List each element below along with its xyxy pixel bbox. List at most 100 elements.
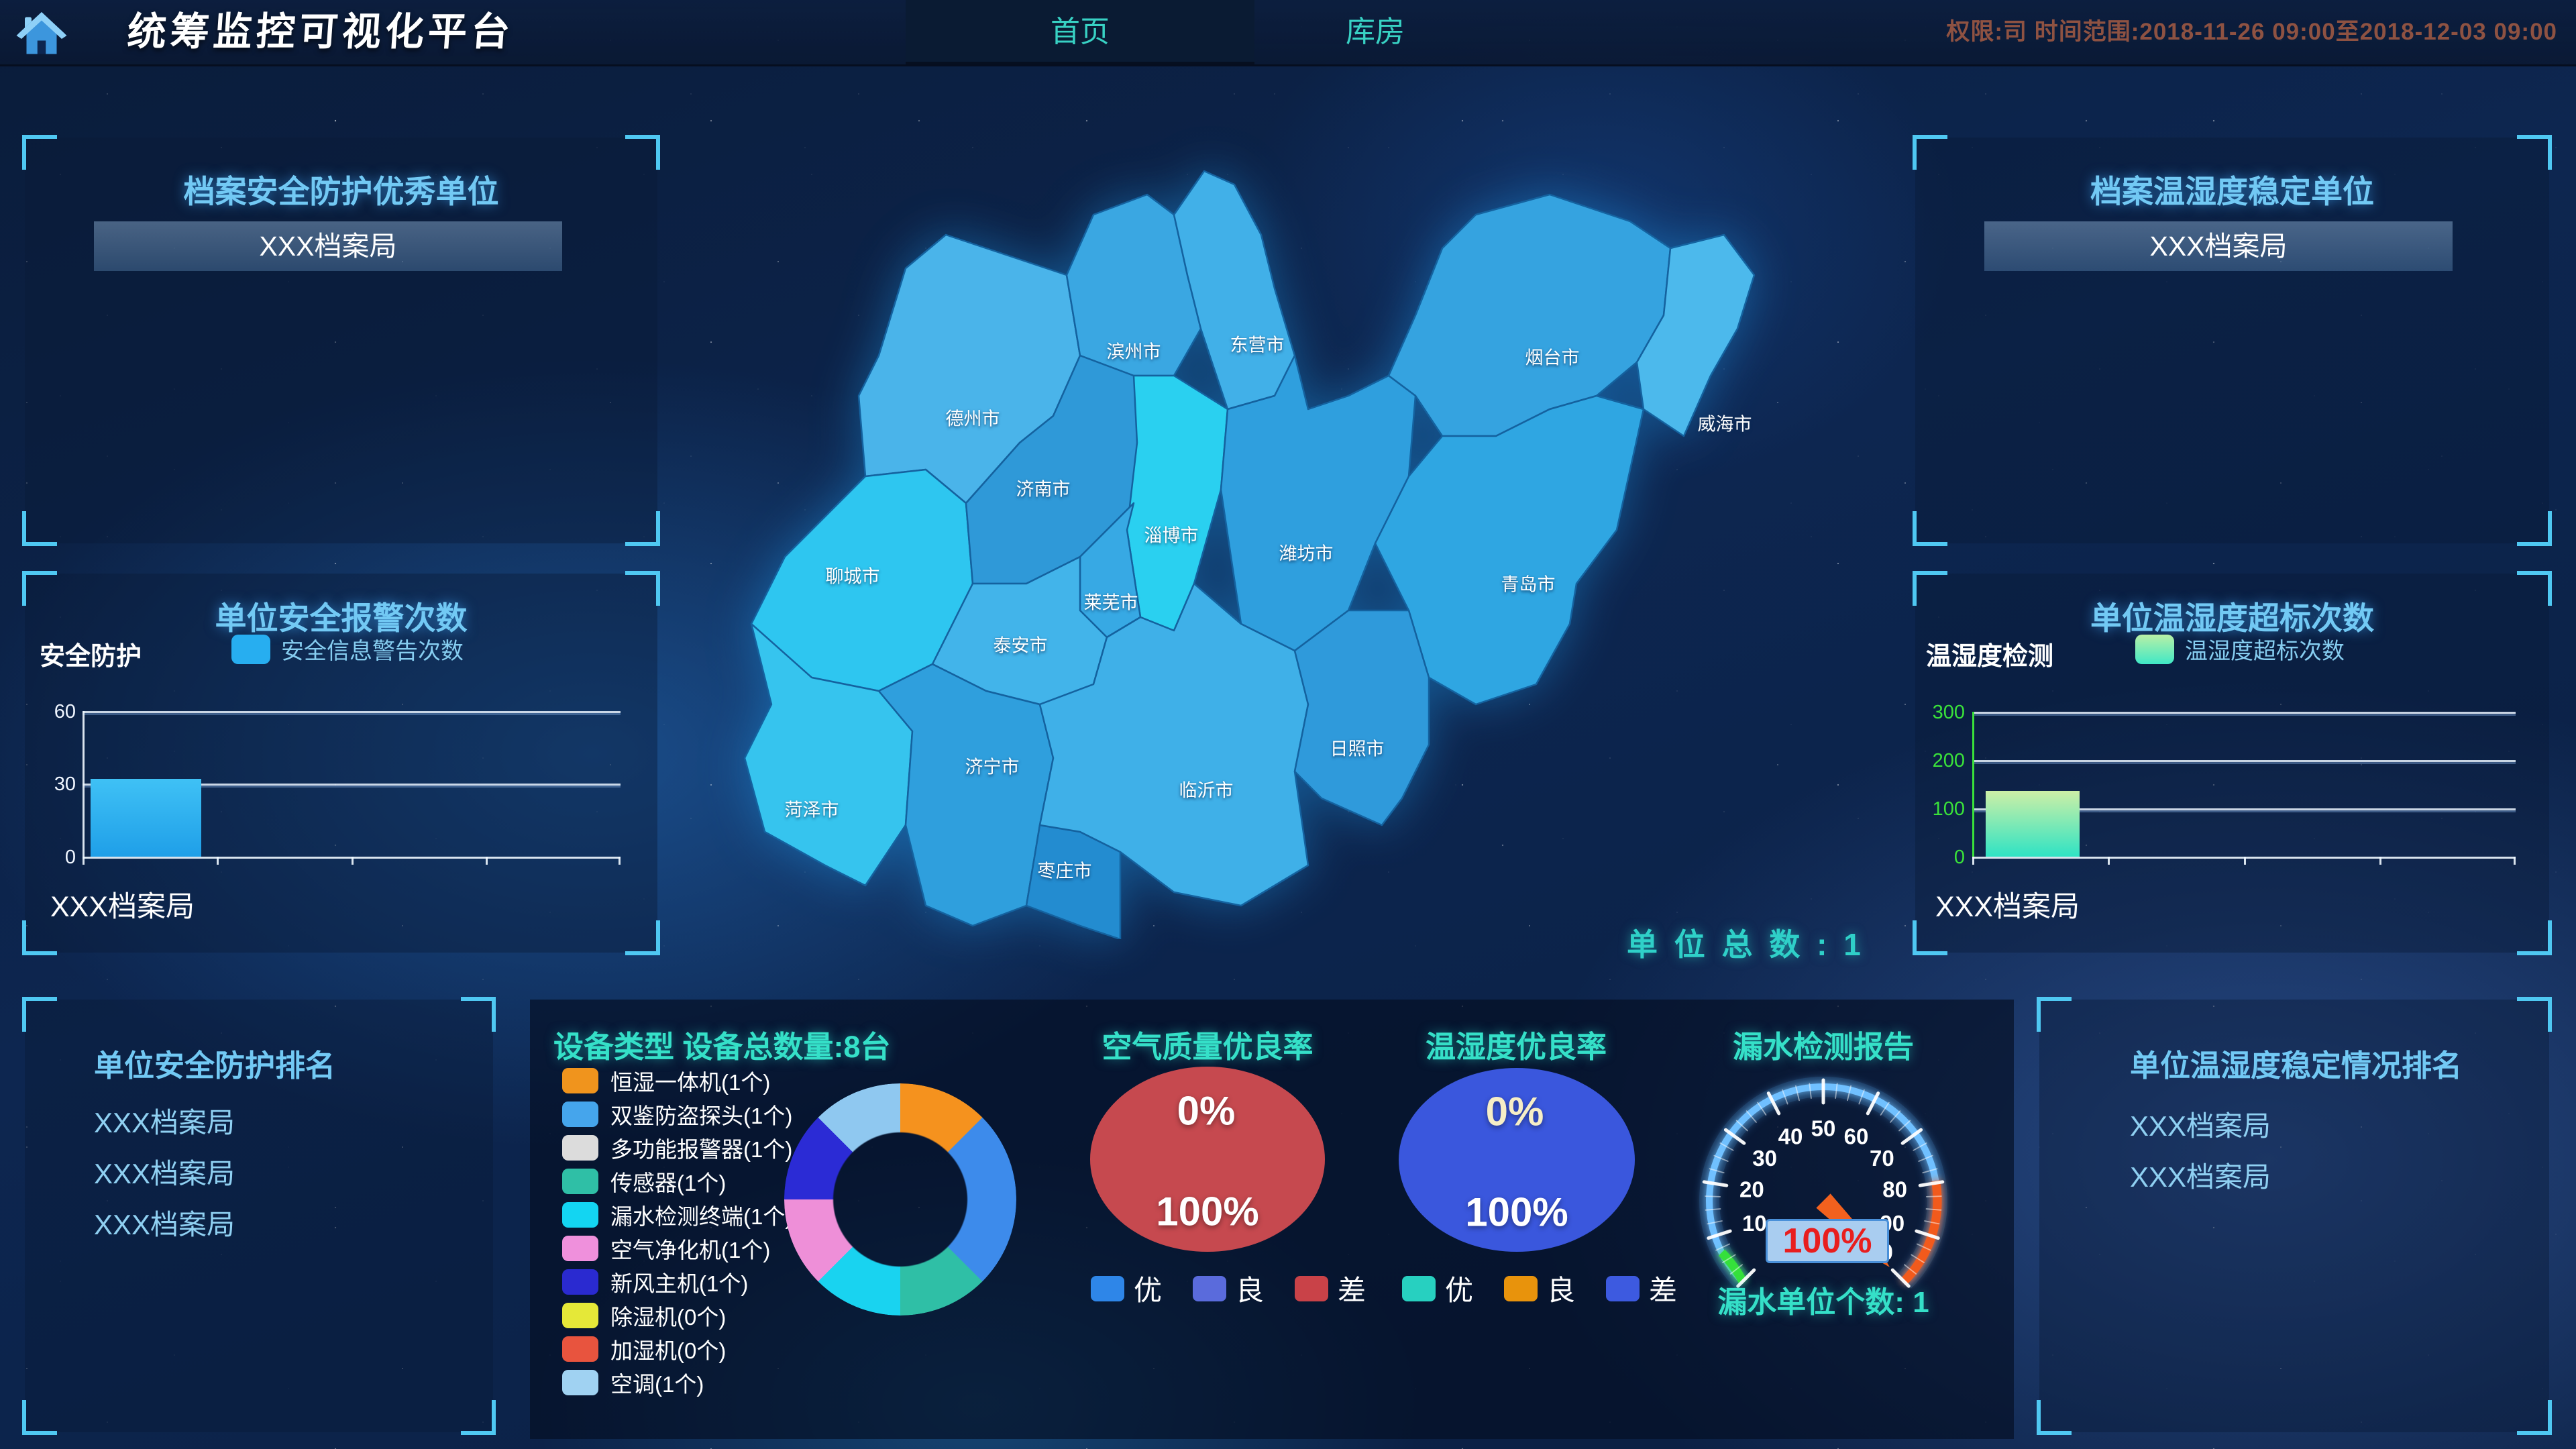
svg-text:80: 80 [1882, 1177, 1907, 1202]
air-section-title: 空气质量优良率 [1102, 1030, 1313, 1064]
ranking-item[interactable]: XXX档案局 [94, 1107, 235, 1138]
bar-humidity-exceed[interactable] [1986, 791, 2080, 857]
panel-title: 档案安全防护优秀单位 [183, 174, 499, 209]
header-bar: 统筹监控可视化平台 首页 库房 权限:司 时间范围:2018-11-26 09:… [0, 0, 2576, 66]
map-region-qingdao [1374, 394, 1645, 706]
device-donut-chart[interactable] [784, 1083, 1016, 1316]
device-legend-item[interactable]: 空调(1个) [562, 1366, 792, 1399]
legend-swatch [1295, 1275, 1329, 1301]
device-legend-item[interactable]: 恒湿一体机(1个) [562, 1064, 792, 1097]
chart-legend[interactable]: 温湿度超标次数 [2135, 633, 2345, 665]
gauge-ticks: 0102030405060708090100 [1702, 1078, 1945, 1288]
ranking-item[interactable]: XXX档案局 [94, 1209, 235, 1240]
gridline [83, 711, 621, 713]
leak-gauge-chart[interactable]: 0102030405060708090100 [1682, 1060, 1964, 1308]
bracket-corner [2517, 997, 2552, 1032]
legend-label: 漏水检测终端(1个) [610, 1204, 793, 1229]
pie-legend-item[interactable]: 优 [1402, 1268, 1473, 1309]
map-region-dongying [1173, 170, 1296, 411]
svg-text:50: 50 [1811, 1116, 1836, 1141]
device-legend-item[interactable]: 漏水检测终端(1个) [562, 1198, 792, 1232]
unit-item[interactable]: XXX档案局 [94, 221, 562, 271]
x-axis-tick [352, 857, 354, 865]
ranking-item[interactable]: XXX档案局 [2130, 1161, 2271, 1193]
legend-swatch [231, 634, 270, 664]
legend-label: 双鉴防盗探头(1个) [610, 1104, 793, 1128]
x-axis-tick [217, 857, 219, 865]
legend-label: 良 [1547, 1275, 1576, 1306]
air-pie-legend: 优 良 差 [1091, 1268, 1397, 1309]
bracket-corner [2517, 920, 2552, 955]
permission-time-range: 权限:司 时间范围:2018-11-26 09:00至2018-12-03 09… [1946, 19, 2557, 45]
bracket-corner [1913, 920, 1947, 955]
device-legend-item[interactable]: 加湿机(0个) [562, 1332, 792, 1366]
y-tick-60: 60 [54, 701, 76, 722]
ranking-item[interactable]: XXX档案局 [2130, 1110, 2271, 1142]
tab-warehouse[interactable]: 库房 [1346, 15, 1405, 48]
bracket-corner [625, 511, 660, 546]
panel-security-ranking: 单位安全防护排名 XXX档案局 XXX档案局 XXX档案局 [22, 997, 496, 1435]
y-tick-100: 100 [1932, 798, 1965, 820]
bottom-stats-panel: 设备类型 设备总数量:8台 恒湿一体机(1个) 双鉴防盗探头(1个) 多功能报警… [530, 1000, 2014, 1439]
category-label: XXX档案局 [1935, 891, 2080, 923]
map-region-jining [877, 663, 1055, 927]
legend-swatch [1606, 1275, 1640, 1301]
device-legend-item[interactable]: 新风主机(1个) [562, 1265, 792, 1299]
legend-swatch [1504, 1275, 1538, 1301]
bracket-corner [1913, 571, 1947, 606]
hum-section-title: 温湿度优良率 [1425, 1030, 1607, 1064]
ranking-list: XXX档案局 XXX档案局 XXX档案局 [94, 1100, 235, 1253]
gridline [83, 784, 621, 786]
gridline [1972, 760, 2516, 762]
air-pie-label-bottom: 100% [1156, 1189, 1259, 1234]
y-axis-line [1972, 712, 1974, 857]
bracket-corner [461, 1400, 496, 1435]
x-axis-tick [486, 857, 488, 865]
y-tick-300: 300 [1932, 702, 1965, 723]
svg-text:70: 70 [1870, 1146, 1894, 1171]
legend-label: 差 [1649, 1275, 1678, 1306]
bracket-corner [2517, 511, 2552, 546]
bracket-corner [1913, 135, 1947, 170]
pie-legend-item[interactable]: 差 [1606, 1268, 1677, 1309]
svg-text:20: 20 [1739, 1177, 1764, 1202]
legend-label: 差 [1338, 1275, 1366, 1306]
pie-legend-item[interactable]: 优 [1091, 1268, 1162, 1309]
legend-label: 良 [1236, 1275, 1265, 1306]
y-tick-0: 0 [1953, 847, 1965, 868]
shandong-province-map[interactable]: 德州市 滨州市 东营市 烟台市 威海市 聊城市 济南市 淄博市 潍坊市 青岛市 莱芜市 泰安市 菏泽市济… [704, 154, 1758, 941]
bracket-corner [2037, 997, 2072, 1032]
legend-label: 空气净化机(1个) [610, 1238, 771, 1263]
x-axis-tick [1972, 857, 1974, 865]
gridline [1972, 712, 2516, 714]
device-legend-item[interactable]: 空气净化机(1个) [562, 1232, 792, 1265]
device-legend-item[interactable]: 多功能报警器(1个) [562, 1131, 792, 1165]
unit-item[interactable]: XXX档案局 [1984, 221, 2453, 271]
legend-label: 传感器(1个) [610, 1171, 727, 1195]
ranking-item[interactable]: XXX档案局 [94, 1158, 235, 1189]
y-tick-30: 30 [54, 773, 76, 795]
device-legend-item[interactable]: 双鉴防盗探头(1个) [562, 1097, 792, 1131]
device-legend-item[interactable]: 除湿机(0个) [562, 1299, 792, 1332]
home-icon[interactable] [15, 5, 68, 59]
bracket-corner [625, 571, 660, 606]
map-regions [743, 170, 1756, 941]
total-units-label: 单 位 总 数 : 1 [1627, 927, 1865, 962]
x-axis-tick [2514, 857, 2516, 865]
legend-label: 安全信息警告次数 [281, 639, 464, 664]
tab-home[interactable]: 首页 [906, 0, 1254, 64]
humidity-pie[interactable] [1399, 1068, 1635, 1252]
bracket-corner [22, 920, 57, 955]
pie-legend-item[interactable]: 良 [1504, 1268, 1575, 1309]
device-legend-item[interactable]: 传感器(1个) [562, 1165, 792, 1198]
gauge-section-title: 漏水检测报告 [1732, 1030, 1914, 1064]
pie-legend-item[interactable]: 差 [1295, 1268, 1366, 1309]
chart-legend[interactable]: 安全信息警告次数 [231, 633, 464, 665]
x-axis-tick [2244, 857, 2246, 865]
legend-label: 优 [1134, 1275, 1163, 1306]
pie-legend-item[interactable]: 良 [1193, 1268, 1264, 1309]
bracket-corner [2037, 1400, 2072, 1435]
legend-label: 恒湿一体机(1个) [610, 1070, 771, 1095]
air-quality-pie[interactable] [1090, 1067, 1325, 1252]
bar-security-alarm[interactable] [91, 779, 201, 857]
